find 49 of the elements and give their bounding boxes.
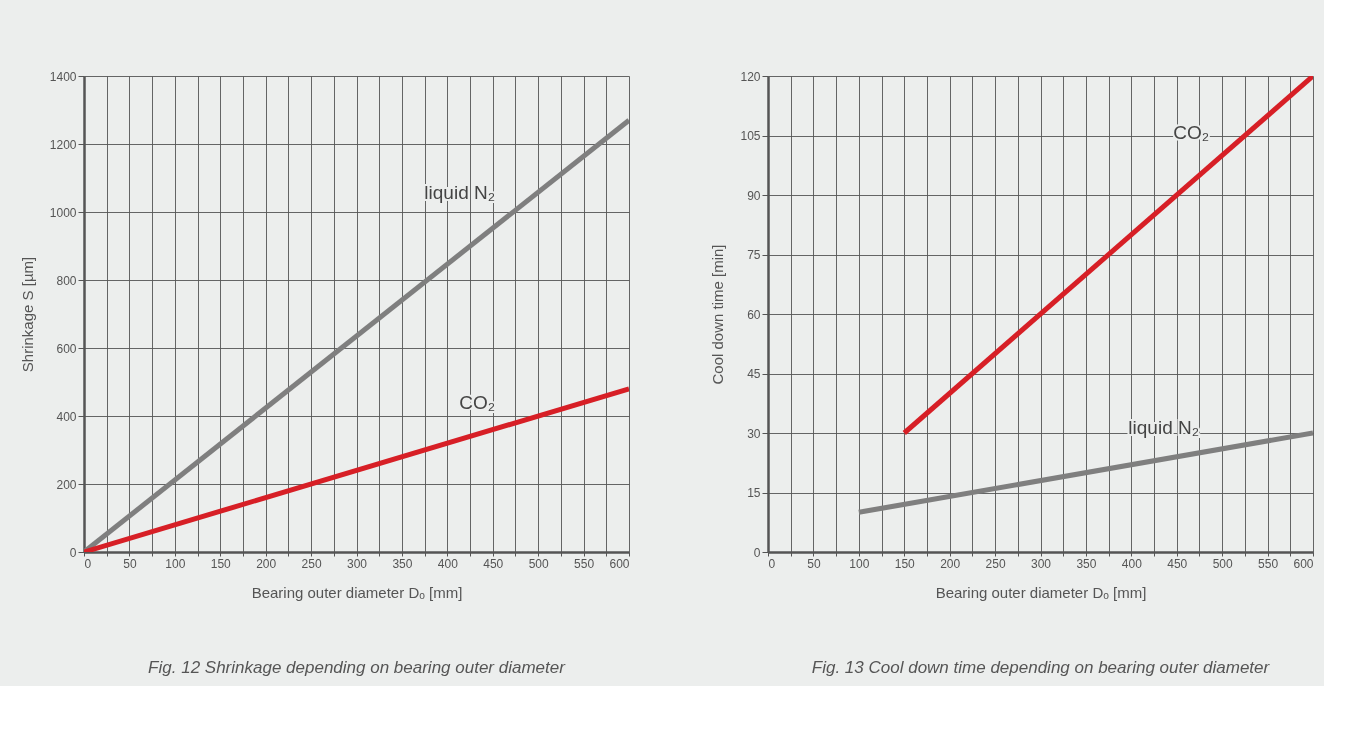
y-axis-title: Cool down time [min] (709, 244, 727, 385)
x-axis-title: Bearing outer diameter Dₒ [mm] (935, 583, 1147, 601)
x-tick-label: 200 (256, 556, 277, 571)
y-tick-label: 1400 (49, 69, 77, 84)
y-tick-label: 75 (747, 248, 761, 262)
x-tick-label: 600 (609, 556, 630, 571)
y-tick-label: 15 (747, 486, 761, 500)
x-tick-label: 600 (1293, 556, 1314, 571)
y-tick-label: 0 (753, 545, 761, 560)
x-tick-label: 500 (528, 556, 549, 571)
x-tick-label: 150 (210, 556, 232, 571)
x-tick-label: 50 (123, 556, 137, 571)
x-tick-label: 450 (1167, 556, 1188, 571)
x-tick-label: 100 (165, 556, 186, 571)
y-tick-label: 105 (740, 129, 761, 143)
y-tick-label: 30 (747, 426, 761, 441)
y-tick-label: 0 (69, 545, 77, 560)
x-tick-label: 200 (940, 556, 961, 571)
x-tick-label: 300 (346, 556, 368, 571)
x-tick-label: 500 (1212, 556, 1233, 571)
y-tick-label: 600 (56, 341, 77, 356)
caption: Fig. 12 Shrinkage depending on bearing outer diameter (148, 658, 567, 677)
y-tick-label: 800 (56, 273, 77, 288)
x-tick-label: 50 (807, 556, 821, 571)
x-tick-label: 250 (985, 556, 1006, 571)
y-tick-label: 400 (56, 409, 77, 424)
x-tick-label: 0 (768, 556, 776, 571)
y-tick-label: 120 (740, 69, 761, 84)
y-tick-label: 1000 (49, 205, 77, 220)
y-tick-label: 200 (56, 477, 77, 492)
y-tick-label: 45 (747, 367, 761, 381)
y-tick-label: 1200 (49, 137, 77, 152)
x-tick-label: 350 (1076, 556, 1097, 571)
y-tick-label: 90 (747, 188, 761, 203)
x-tick-label: 350 (392, 556, 413, 571)
x-tick-label: 250 (301, 556, 322, 571)
x-tick-label: 0 (84, 556, 92, 571)
x-tick-label: 100 (849, 556, 870, 571)
x-tick-label: 300 (1030, 556, 1052, 571)
x-tick-label: 550 (1258, 556, 1279, 571)
x-tick-label: 450 (483, 556, 504, 571)
x-tick-label: 400 (437, 556, 459, 571)
x-axis-title: Bearing outer diameter Dₒ [mm] (251, 583, 463, 601)
x-tick-label: 400 (1121, 556, 1143, 571)
y-axis-title: Shrinkage S [µm] (18, 256, 36, 373)
caption: Fig. 13 Cool down time depending on bearing outer diameter (811, 658, 1271, 677)
y-tick-label: 60 (747, 307, 761, 322)
x-tick-label: 550 (574, 556, 595, 571)
x-tick-label: 150 (894, 556, 916, 571)
